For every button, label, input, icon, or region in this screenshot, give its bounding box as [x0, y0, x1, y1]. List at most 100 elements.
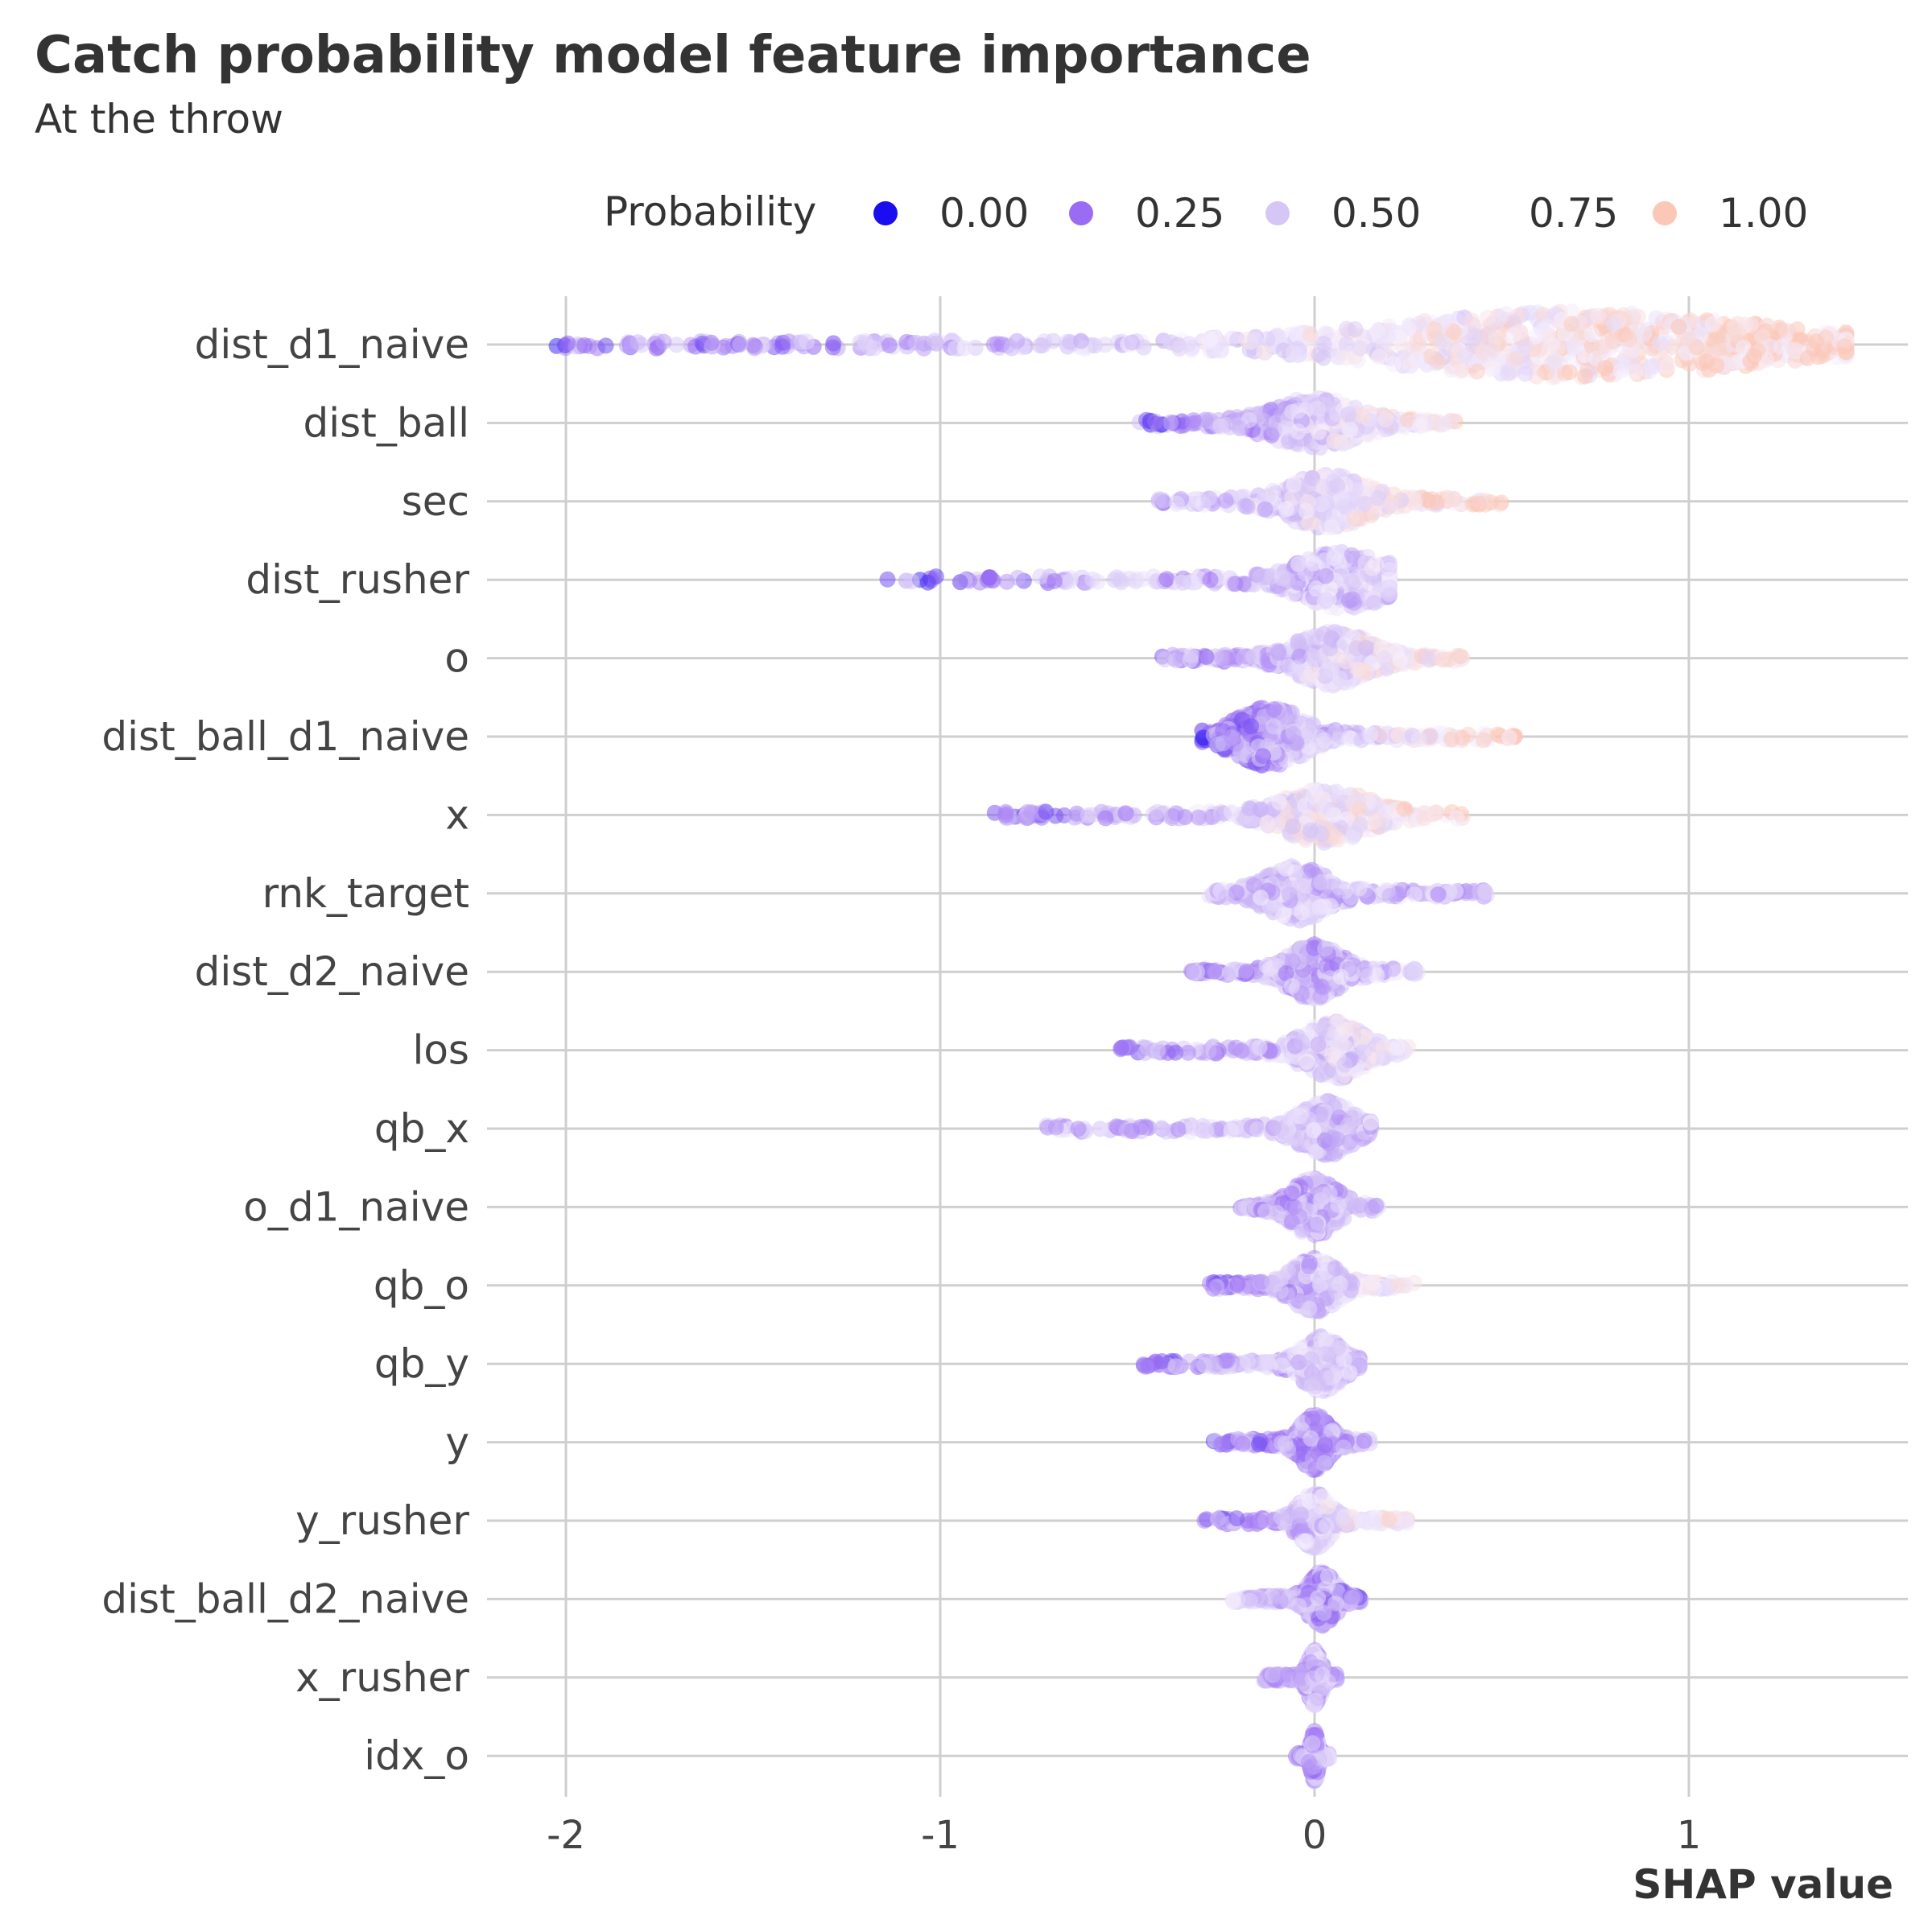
- feature-swarm: [1183, 936, 1426, 1007]
- shap-point: [1375, 1049, 1392, 1066]
- shap-point: [979, 572, 996, 588]
- shap-point: [1368, 811, 1385, 828]
- shap-point: [1200, 1042, 1217, 1059]
- shap-point: [1157, 651, 1173, 668]
- legend-entry: 0.75: [1463, 190, 1618, 237]
- shap-point: [1410, 731, 1427, 748]
- shap-point: [1299, 493, 1316, 510]
- shap-point: [1150, 1042, 1166, 1059]
- shap-point: [1430, 886, 1447, 903]
- shap-point: [1475, 732, 1492, 749]
- shap-point: [1375, 336, 1392, 353]
- shap-point: [952, 574, 968, 591]
- feature-swarm: [548, 303, 1855, 386]
- shap-point: [1479, 309, 1496, 326]
- legend-entry: 0.25: [1069, 190, 1224, 237]
- shap-point: [1577, 368, 1594, 385]
- shap-point: [1222, 964, 1238, 981]
- shap-point: [1546, 353, 1563, 370]
- shap-point: [1198, 649, 1215, 665]
- shap-point: [1670, 319, 1687, 336]
- shap-point: [1773, 339, 1790, 355]
- shap-point: [1836, 338, 1853, 355]
- shap-point: [927, 568, 944, 585]
- shap-point: [1433, 333, 1450, 349]
- shap-point: [1396, 800, 1413, 817]
- shap-point: [1214, 650, 1231, 667]
- shap-point: [1318, 592, 1335, 609]
- shap-point: [1371, 349, 1388, 365]
- legend-label: 0.50: [1331, 190, 1421, 237]
- shap-point: [908, 334, 924, 351]
- shap-point: [881, 337, 898, 353]
- shap-point: [1382, 496, 1399, 513]
- shap-point: [1344, 591, 1361, 608]
- shap-point: [1294, 1034, 1311, 1051]
- legend-entry: 0.00: [873, 190, 1029, 237]
- legend-swatch: [1653, 201, 1677, 225]
- shap-point: [1604, 333, 1621, 349]
- shap-point: [1310, 1036, 1327, 1053]
- shap-point: [1317, 552, 1333, 569]
- shap-point: [1326, 432, 1343, 449]
- shap-point: [1323, 1046, 1340, 1063]
- shap-point: [1197, 411, 1214, 428]
- shap-point: [1402, 963, 1418, 980]
- shap-point: [1348, 571, 1364, 588]
- shap-point: [1032, 568, 1049, 585]
- shap-point: [879, 571, 896, 588]
- shap-point: [1385, 960, 1402, 977]
- shap-point: [1290, 402, 1307, 419]
- shap-point: [1038, 803, 1055, 820]
- shap-point: [1062, 572, 1079, 589]
- shap-point: [1174, 574, 1191, 591]
- legend-entry: 0.50: [1265, 190, 1421, 237]
- shap-point: [1283, 977, 1300, 994]
- shap-point: [997, 807, 1014, 824]
- shap-point: [1325, 473, 1342, 490]
- feature-swarm: [1113, 1013, 1417, 1087]
- shap-point: [1269, 642, 1286, 659]
- shap-point: [1265, 718, 1282, 735]
- shap-point: [1420, 651, 1437, 667]
- shap-point: [1349, 661, 1366, 678]
- shap-point: [1340, 406, 1357, 423]
- shap-point: [1636, 325, 1653, 342]
- legend-swatch: [1265, 201, 1290, 225]
- shap-point: [1356, 962, 1373, 979]
- shap-point: [1331, 879, 1348, 896]
- shap-point: [1352, 340, 1368, 357]
- shap-point: [1332, 968, 1349, 985]
- shap-point: [1259, 331, 1276, 347]
- feature-swarm: [879, 543, 1397, 617]
- shap-point: [745, 336, 762, 353]
- shap-point: [1400, 320, 1417, 337]
- shap-point: [703, 334, 720, 351]
- shap-point: [1298, 1053, 1315, 1070]
- shap-point: [1338, 336, 1355, 353]
- chart-title: Catch probability model feature importan…: [35, 26, 1311, 85]
- shap-point: [1590, 308, 1606, 324]
- shap-point: [1419, 492, 1436, 509]
- shap-point: [1347, 321, 1364, 337]
- shap-point: [1087, 337, 1104, 354]
- shap-point: [1304, 647, 1321, 664]
- shap-point: [630, 334, 646, 351]
- shap-point: [1124, 334, 1140, 351]
- shap-point: [1435, 651, 1451, 668]
- legend-swatch: [1463, 201, 1487, 225]
- shap-point: [1743, 316, 1760, 333]
- shap-point: [1370, 489, 1387, 506]
- shap-point: [1728, 326, 1744, 343]
- shap-point: [1338, 349, 1355, 366]
- shap-point: [1422, 348, 1439, 365]
- shap-point: [1641, 363, 1657, 380]
- shap-point: [1311, 901, 1328, 918]
- shap-point: [1313, 978, 1329, 995]
- shap-point: [1710, 328, 1727, 345]
- shap-point: [1236, 497, 1253, 514]
- shap-point: [1080, 807, 1096, 824]
- shap-point: [1162, 414, 1179, 431]
- shap-point: [1134, 571, 1151, 588]
- feature-swarm: [1038, 1092, 1379, 1163]
